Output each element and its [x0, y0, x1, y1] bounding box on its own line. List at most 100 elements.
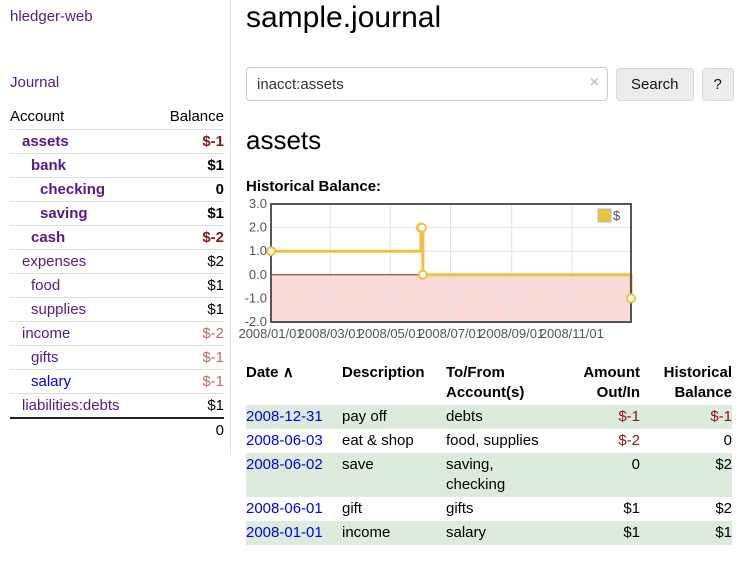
transaction-row: 2008-06-01 gift gifts $1 $2 — [246, 497, 732, 521]
transaction-accounts: salary — [446, 524, 487, 541]
transaction-accounts: food, supplies — [446, 432, 539, 449]
register-header-row: Date ∧ Description To/From Account(s) Am… — [246, 361, 732, 405]
account-balance: $-2 — [153, 225, 224, 250]
account-link[interactable]: supplies — [31, 301, 87, 318]
x-tick-label: 2008/05/01 — [358, 326, 423, 341]
transaction-amount: $-1 — [618, 408, 640, 425]
transaction-balance: $2 — [715, 500, 732, 517]
account-balance: $-1 — [153, 129, 224, 154]
accounts-total-row: 0 — [10, 417, 224, 442]
transaction-date-link[interactable]: 2008-06-01 — [246, 500, 323, 517]
x-tick-label: 2008/07/01 — [418, 326, 483, 341]
legend-label: $ — [613, 208, 621, 223]
app-layout: hledger-web Journal Account Balance asse… — [10, 0, 742, 545]
transaction-description: save — [342, 456, 374, 473]
account-balance: $1 — [153, 393, 224, 418]
account-row: food $1 — [10, 273, 224, 298]
account-balance: $2 — [153, 249, 224, 274]
brand-link[interactable]: hledger-web — [10, 8, 93, 25]
account-row: bank $1 — [10, 153, 224, 178]
account-row: checking 0 — [10, 177, 224, 202]
account-row: assets $-1 — [10, 129, 224, 154]
transaction-amount: 0 — [631, 456, 640, 473]
account-row: supplies $1 — [10, 297, 224, 322]
search-button[interactable]: Search — [616, 67, 694, 101]
help-button[interactable]: ? — [701, 67, 734, 101]
transaction-date-cell: 2008-06-01 — [246, 497, 342, 521]
page-title: sample.journal — [246, 1, 442, 34]
account-row: cash $-2 — [10, 225, 224, 250]
account-balance: $-2 — [153, 321, 224, 346]
transaction-balance: 0 — [723, 432, 732, 449]
account-link[interactable]: cash — [31, 229, 66, 246]
transaction-date-link[interactable]: 2008-06-02 — [246, 456, 323, 473]
account-balance: $-1 — [153, 345, 224, 370]
sidebar-item-journal[interactable]: Journal — [10, 74, 60, 91]
transaction-description: income — [342, 524, 391, 541]
transaction-row: 2008-06-02 save saving, checking 0 $2 — [246, 453, 732, 497]
x-tick-label: 2008/09/01 — [479, 326, 544, 341]
data-point — [266, 246, 276, 257]
account-balance: $1 — [153, 201, 224, 226]
transaction-accounts: gifts — [446, 500, 474, 517]
accounts-table-header: Account Balance — [10, 105, 224, 130]
data-point — [417, 269, 428, 280]
transaction-date-link[interactable]: 2008-06-03 — [246, 432, 323, 449]
transaction-description: pay off — [342, 408, 387, 425]
account-link[interactable]: saving — [40, 205, 88, 222]
transaction-amount: $-2 — [618, 432, 640, 449]
transaction-row: 2008-01-01 income salary $1 $1 — [246, 521, 732, 545]
account-row: income $-2 — [10, 321, 224, 346]
account-heading: assets — [246, 125, 322, 155]
transaction-date-link[interactable]: 2008-12-31 — [246, 408, 323, 425]
historical-balance-chart: 3.0 2.0 1.0 0.0 -1.0 -2.0 2008/01/01 2008/03/01… — [238, 196, 742, 349]
account-link[interactable]: food — [31, 277, 61, 294]
account-balance: $1 — [153, 153, 224, 178]
transaction-balance: $1 — [715, 524, 732, 541]
account-link[interactable]: expenses — [22, 253, 87, 270]
account-link[interactable]: gifts — [31, 349, 59, 366]
account-link[interactable]: liabilities:debts — [22, 397, 120, 414]
search-form: × Search ? — [246, 67, 742, 101]
amount-column-header: Amount Out/In — [583, 364, 640, 401]
transaction-date-cell: 2008-01-01 — [246, 521, 342, 545]
transaction-balance: $-1 — [710, 408, 732, 425]
data-point — [416, 222, 427, 233]
account-link[interactable]: checking — [40, 181, 106, 198]
clear-search-icon[interactable]: × — [589, 74, 599, 91]
search-input[interactable] — [246, 67, 608, 101]
account-row: gifts $-1 — [10, 345, 224, 370]
transaction-row: 2008-12-31 pay off debts $-1 $-1 — [246, 405, 732, 429]
transaction-date-link[interactable]: 2008-01-01 — [246, 524, 323, 541]
account-row: expenses $2 — [10, 249, 224, 274]
account-row: salary $-1 — [10, 369, 224, 394]
accounts-table: Account Balance assets $-1 bank $1 checking 0… — [10, 105, 224, 442]
y-tick-label: 1.0 — [249, 243, 267, 258]
account-link[interactable]: assets — [22, 133, 69, 150]
account-balance: $-1 — [153, 369, 224, 394]
date-column-header[interactable]: Date ∧ — [246, 364, 294, 381]
account-row: liabilities:debts $1 — [10, 393, 224, 418]
y-tick-label: 2.0 — [249, 220, 267, 235]
sort-ascending-icon: ∧ — [282, 364, 294, 381]
register-table: Date ∧ Description To/From Account(s) Am… — [246, 361, 732, 545]
transaction-date-cell: 2008-12-31 — [246, 405, 342, 429]
description-column-header: Description — [342, 364, 425, 381]
x-tick-label: 2008/03/01 — [298, 326, 363, 341]
tofrom-column-header: To/From Account(s) — [446, 364, 525, 401]
account-column-header: Account — [10, 108, 65, 125]
transaction-accounts: saving, checking — [446, 456, 506, 493]
transaction-amount: $1 — [623, 524, 640, 541]
account-balance: $1 — [153, 273, 224, 298]
transaction-amount: $1 — [623, 500, 640, 517]
x-tick-label: 2008/11/01 — [540, 326, 604, 341]
account-link[interactable]: income — [22, 325, 71, 342]
transaction-description: eat & shop — [342, 432, 414, 449]
account-link[interactable]: salary — [31, 373, 72, 390]
balance-column-header-main: Historical Balance — [663, 364, 732, 401]
transaction-date-cell: 2008-06-03 — [246, 429, 342, 453]
accounts-total-value: 0 — [153, 417, 224, 442]
account-link[interactable]: bank — [31, 157, 67, 174]
y-tick-label: 0.0 — [249, 267, 267, 282]
transaction-balance: $2 — [715, 456, 732, 473]
